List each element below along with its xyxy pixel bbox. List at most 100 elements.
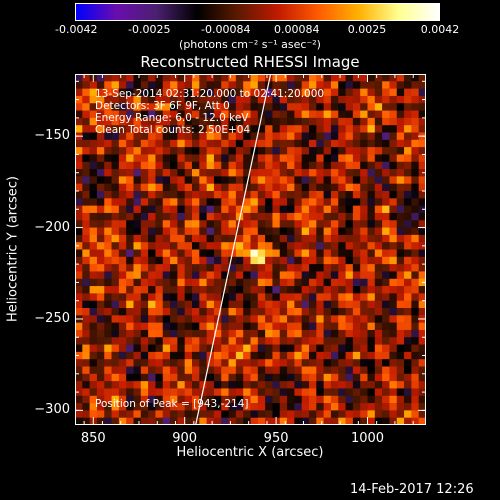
heatmap-cell (184, 110, 193, 119)
heatmap-cell (89, 373, 98, 382)
heatmap-cell (345, 234, 354, 243)
heatmap-cell (323, 264, 332, 272)
heatmap-cell (243, 88, 251, 97)
heatmap-cell (352, 395, 361, 404)
heatmap-cell (206, 300, 215, 309)
heatmap-cell (206, 256, 215, 265)
heatmap-cell (411, 132, 419, 141)
heatmap-cell (118, 381, 127, 389)
heatmap-cell (404, 147, 412, 155)
heatmap-cell (228, 359, 237, 367)
heatmap-cell (316, 403, 324, 411)
heatmap-cell (162, 249, 171, 258)
heatmap-cell (104, 249, 112, 258)
heatmap-cell (382, 81, 390, 89)
heatmap-cell (272, 161, 281, 170)
heatmap-cell (148, 373, 156, 382)
heatmap-cell (323, 198, 332, 206)
heatmap-cell (294, 234, 302, 243)
heatmap-cell (301, 315, 310, 323)
heatmap-cell (148, 176, 156, 184)
heatmap-cell (294, 81, 302, 89)
heatmap-cell (118, 264, 127, 272)
heatmap-cell (243, 271, 251, 280)
heatmap-cell (82, 256, 90, 265)
heatmap-cell (411, 264, 419, 272)
heatmap-cell (199, 220, 207, 228)
heatmap-cell (396, 278, 405, 287)
heatmap-cell (82, 125, 90, 133)
heatmap-cell (155, 300, 164, 309)
heatmap-cell (309, 161, 317, 170)
heatmap-cell (228, 315, 237, 323)
heatmap-cell (133, 264, 142, 272)
heatmap-cell (177, 403, 185, 411)
heatmap-cell (374, 205, 383, 214)
heatmap-cell (257, 403, 266, 411)
heatmap-cell (192, 183, 200, 192)
heatmap-cell (133, 308, 142, 316)
heatmap-cell (235, 147, 244, 155)
heatmap-cell (338, 161, 346, 170)
heatmap-cell (338, 169, 346, 177)
heatmap-cell (411, 351, 419, 360)
heatmap-cell (404, 329, 412, 338)
heatmap-cell (155, 403, 164, 411)
heatmap-cell (111, 388, 120, 397)
heatmap-cell (345, 139, 354, 148)
heatmap-cell (148, 359, 156, 367)
heatmap-cell (404, 161, 412, 170)
heatmap-cell (177, 161, 185, 170)
heatmap-cell (228, 110, 237, 119)
heatmap-cell (374, 110, 383, 119)
heatmap-cell (345, 169, 354, 177)
heatmap-cell (294, 191, 302, 199)
heatmap-cell (250, 161, 259, 170)
heatmap-cell (374, 278, 383, 287)
heatmap-cell (155, 417, 164, 425)
heatmap-cell (148, 183, 156, 192)
heatmap-cell (184, 293, 193, 301)
heatmap-cell (213, 183, 222, 192)
heatmap-cell (389, 88, 398, 97)
heatmap-cell (162, 286, 171, 294)
heatmap-cell (148, 110, 156, 119)
heatmap-cell (374, 198, 383, 206)
heatmap-cell (272, 227, 281, 236)
heatmap-cell (294, 256, 302, 265)
heatmap-cell (309, 103, 317, 111)
heatmap-cell (221, 125, 229, 133)
heatmap-cell (221, 403, 229, 411)
heatmap-cell (389, 154, 398, 163)
heatmap-cell (316, 337, 324, 345)
heatmap-cell (170, 359, 178, 367)
heatmap-cell (104, 293, 112, 301)
heatmap-cell (206, 154, 215, 163)
heatmap-cell (126, 242, 134, 250)
heatmap-cell (279, 256, 288, 265)
heatmap-cell (411, 154, 419, 163)
heatmap-cell (279, 212, 288, 221)
heatmap-cell (140, 329, 149, 338)
heatmap-cell (111, 359, 120, 367)
heatmap-cell (133, 388, 142, 397)
heatmap-cell (111, 300, 120, 309)
heatmap-cell (294, 315, 302, 323)
heatmap-cell (184, 117, 193, 126)
heatmap-cell (162, 191, 171, 199)
heatmap-cell (279, 110, 288, 119)
heatmap-cell (360, 300, 368, 309)
heatmap-cell (330, 286, 339, 294)
heatmap-cell (316, 322, 324, 331)
heatmap-cell (338, 125, 346, 133)
heatmap-cell (294, 388, 302, 397)
heatmap-cell (367, 359, 376, 367)
heatmap-cell (221, 315, 229, 323)
heatmap-cell (367, 337, 376, 345)
heatmap-cell (316, 88, 324, 97)
heatmap-cell (170, 366, 178, 375)
heatmap-cell (235, 286, 244, 294)
heatmap-cell (257, 256, 266, 265)
heatmap-cell (140, 381, 149, 389)
heatmap-cell (279, 278, 288, 287)
